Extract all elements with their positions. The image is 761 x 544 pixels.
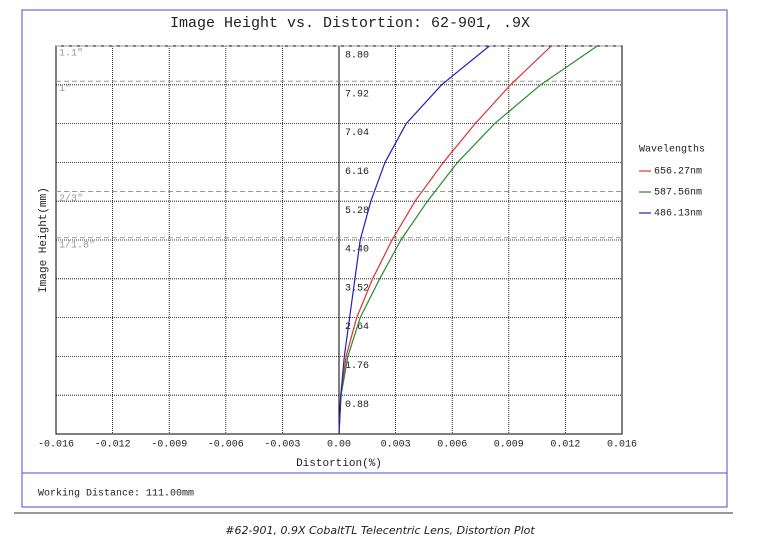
y-axis-label: Image Height(mm) — [38, 187, 50, 293]
x-tick-label: 0.016 — [607, 440, 637, 451]
y-tick-label: 1.76 — [345, 361, 369, 372]
y-tick-label: 4.40 — [345, 245, 369, 256]
y-tick-label: 3.52 — [345, 283, 369, 294]
x-tick-label: 0.009 — [494, 440, 524, 451]
caption: #62-901, 0.9X CobaltTL Telecentric Lens,… — [225, 524, 535, 537]
y-tick-label: 6.16 — [345, 167, 369, 178]
x-tick-label: 0.00 — [327, 440, 351, 451]
x-axis-label: Distortion(%) — [296, 458, 382, 470]
x-tick-label: -0.016 — [38, 440, 74, 451]
footer: Working Distance: 111.00mm — [38, 488, 194, 500]
series-line — [338, 45, 552, 435]
x-tick-label: 0.012 — [550, 440, 580, 451]
sensor-label: 1/1.8" — [59, 239, 95, 251]
y-tick-label: 7.92 — [345, 89, 369, 100]
x-tick-label: -0.009 — [151, 440, 187, 451]
x-tick-label: 0.006 — [437, 440, 467, 451]
x-tick-label: 0.003 — [381, 440, 411, 451]
legend-label: 587.56nm — [654, 188, 702, 199]
y-tick-label: 5.28 — [345, 206, 369, 217]
y-tick-label: 0.88 — [345, 400, 369, 411]
legend-title: Wavelengths — [639, 144, 705, 156]
sensor-label: 2/3" — [59, 193, 83, 205]
y-tick-label: 8.80 — [345, 51, 369, 62]
legend-label: 656.27nm — [654, 167, 702, 178]
legend-label: 486.13nm — [654, 209, 702, 220]
frame — [21, 9, 728, 508]
series-line — [338, 45, 490, 435]
x-tick-label: -0.006 — [208, 440, 244, 451]
x-tick-label: -0.003 — [264, 440, 300, 451]
x-tick-label: -0.012 — [95, 440, 131, 451]
sensor-label: 1" — [59, 83, 71, 95]
sensor-label: 1.1" — [59, 48, 83, 60]
series-line — [338, 45, 598, 435]
chart-title: Image Height vs. Distortion: 62-901, .9X — [170, 15, 530, 32]
y-tick-label: 7.04 — [345, 128, 369, 139]
